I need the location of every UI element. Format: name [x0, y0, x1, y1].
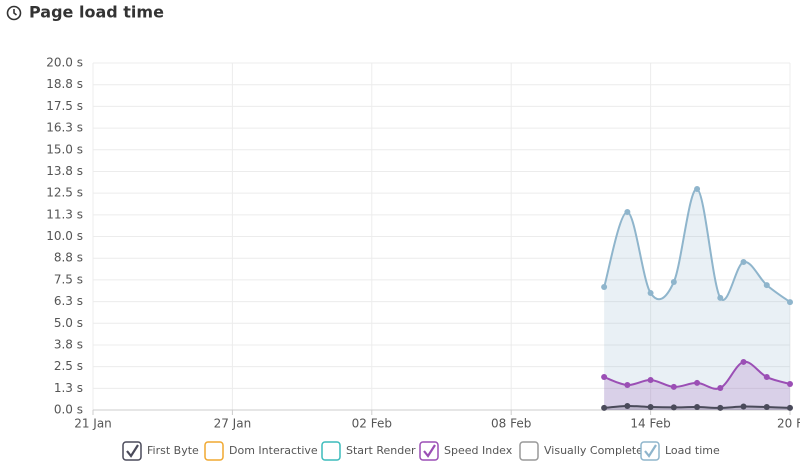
x-tick-label: 21 Jan [74, 417, 112, 431]
legend-label[interactable]: First Byte [147, 444, 199, 457]
point [694, 404, 701, 411]
y-tick-label: 6.3 s [54, 294, 83, 308]
legend-checkbox[interactable] [321, 441, 341, 461]
legend-item[interactable]: Speed Index [419, 441, 513, 461]
y-tick-label: 1.3 s [54, 381, 83, 395]
point [624, 209, 631, 216]
legend-label[interactable]: Start Render [346, 444, 416, 457]
point [601, 283, 608, 290]
legend-checkbox[interactable] [640, 441, 660, 461]
area [604, 188, 790, 410]
y-tick-label: 15.0 s [46, 142, 83, 156]
point [717, 384, 724, 391]
x-tick-label: 02 Feb [352, 417, 392, 431]
x-tick-label: 08 Feb [491, 417, 531, 431]
point [717, 294, 724, 301]
point [647, 290, 654, 297]
legend-item[interactable]: Load time [640, 441, 720, 461]
y-tick-label: 13.8 s [46, 164, 83, 178]
point [717, 404, 724, 411]
y-tick-label: 16.3 s [46, 121, 83, 135]
x-tick-label: 14 Feb [630, 417, 670, 431]
check-mark [126, 444, 139, 458]
legend-label[interactable]: Visually Complete [544, 444, 643, 457]
y-tick-label: 18.8 s [46, 77, 83, 91]
y-tick-label: 5.0 s [54, 316, 83, 330]
x-tick-label: 27 Jan [214, 417, 252, 431]
legend-checkbox[interactable] [419, 441, 439, 461]
point [740, 403, 747, 410]
legend-item[interactable]: Visually Complete [519, 441, 643, 461]
y-tick-label: 17.5 s [46, 99, 83, 113]
legend-checkbox[interactable] [122, 441, 142, 461]
point [740, 259, 747, 266]
point [740, 358, 747, 365]
y-tick-label: 8.8 s [54, 251, 83, 265]
legend-label[interactable]: Load time [665, 444, 720, 457]
point [624, 382, 631, 389]
y-tick-label: 7.5 s [54, 272, 83, 286]
y-tick-label: 0.0 s [54, 403, 83, 417]
check-mark [644, 444, 657, 458]
point [763, 282, 770, 289]
legend-label[interactable]: Speed Index [444, 444, 513, 457]
legend-label[interactable]: Dom Interactive [229, 444, 318, 457]
point [601, 404, 608, 411]
point [670, 278, 677, 285]
point [694, 379, 701, 386]
point [694, 185, 701, 192]
point [763, 404, 770, 411]
chart-title: Page load time [29, 3, 164, 22]
legend-item[interactable]: First Byte [122, 441, 199, 461]
clock-icon [6, 5, 22, 21]
point [670, 404, 677, 411]
point [624, 403, 631, 410]
y-tick-label: 3.8 s [54, 337, 83, 351]
point [763, 374, 770, 381]
x-tick-label: 20 F [777, 417, 800, 431]
legend-item[interactable]: Start Render [321, 441, 416, 461]
point [787, 404, 793, 411]
point [647, 376, 654, 383]
legend-checkbox[interactable] [519, 441, 539, 461]
point [787, 299, 793, 306]
check-mark [423, 444, 436, 458]
legend-checkbox[interactable] [204, 441, 224, 461]
legend-item[interactable]: Dom Interactive [204, 441, 318, 461]
y-tick-label: 20.0 s [46, 56, 83, 70]
point [647, 404, 654, 411]
point [670, 383, 677, 390]
point [601, 374, 608, 381]
y-tick-label: 12.5 s [46, 186, 83, 200]
point [787, 380, 793, 387]
y-tick-label: 11.3 s [46, 207, 83, 221]
y-tick-label: 2.5 s [54, 359, 83, 373]
y-tick-label: 10.0 s [46, 229, 83, 243]
